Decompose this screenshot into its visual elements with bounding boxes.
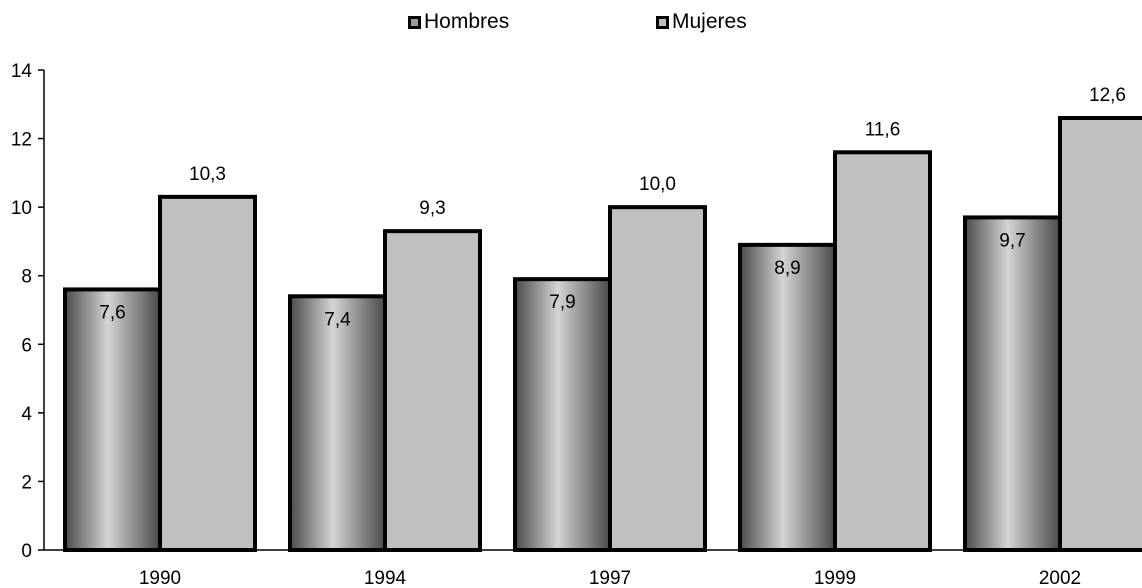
bar-mujeres bbox=[158, 194, 257, 552]
bar-mujeres bbox=[608, 205, 707, 552]
bar-mujeres bbox=[383, 229, 482, 552]
x-tick-label: 1990 bbox=[139, 568, 181, 588]
data-label-mujeres: 10,3 bbox=[189, 164, 226, 185]
data-label-mujeres: 11,6 bbox=[865, 119, 901, 140]
legend: Hombres Mujeres bbox=[0, 10, 1142, 38]
y-tick-label: 0 bbox=[21, 541, 32, 562]
legend-label-mujeres: Mujeres bbox=[672, 10, 747, 33]
y-tick-label: 2 bbox=[21, 472, 32, 493]
y-tick-label: 14 bbox=[11, 61, 33, 82]
data-label-mujeres: 10,0 bbox=[639, 174, 676, 195]
x-tick-label: 2002 bbox=[1039, 568, 1081, 588]
x-tick-label: 1999 bbox=[814, 568, 856, 588]
legend-item-hombres: Hombres bbox=[408, 10, 509, 34]
bar-hombres bbox=[63, 287, 162, 552]
data-label-hombres: 7,4 bbox=[324, 309, 351, 330]
bar-hombres bbox=[963, 215, 1062, 553]
bar-hombres bbox=[738, 242, 837, 552]
bar-mujeres bbox=[1058, 116, 1142, 552]
y-tick-label: 12 bbox=[11, 130, 32, 151]
y-tick-label: 10 bbox=[11, 198, 32, 219]
data-label-hombres: 9,7 bbox=[999, 230, 1025, 251]
legend-swatch-mujeres-icon bbox=[656, 15, 669, 29]
data-label-hombres: 8,9 bbox=[774, 258, 800, 279]
bar-hombres bbox=[288, 294, 387, 552]
data-label-hombres: 7,9 bbox=[549, 292, 575, 313]
y-tick-label: 6 bbox=[21, 335, 32, 356]
y-tick-label: 8 bbox=[21, 267, 32, 288]
legend-item-mujeres: Mujeres bbox=[656, 10, 747, 34]
data-label-mujeres: 12,6 bbox=[1089, 85, 1126, 106]
bar-mujeres bbox=[833, 150, 932, 553]
data-label-mujeres: 9,3 bbox=[419, 198, 445, 219]
legend-swatch-hombres-icon bbox=[408, 15, 421, 29]
x-tick-label: 1994 bbox=[364, 568, 407, 588]
data-label-hombres: 7,6 bbox=[99, 302, 125, 323]
legend-label-hombres: Hombres bbox=[424, 10, 510, 33]
y-tick-label: 4 bbox=[21, 404, 32, 425]
x-tick-label: 1997 bbox=[589, 568, 631, 588]
bar-hombres bbox=[513, 277, 612, 552]
